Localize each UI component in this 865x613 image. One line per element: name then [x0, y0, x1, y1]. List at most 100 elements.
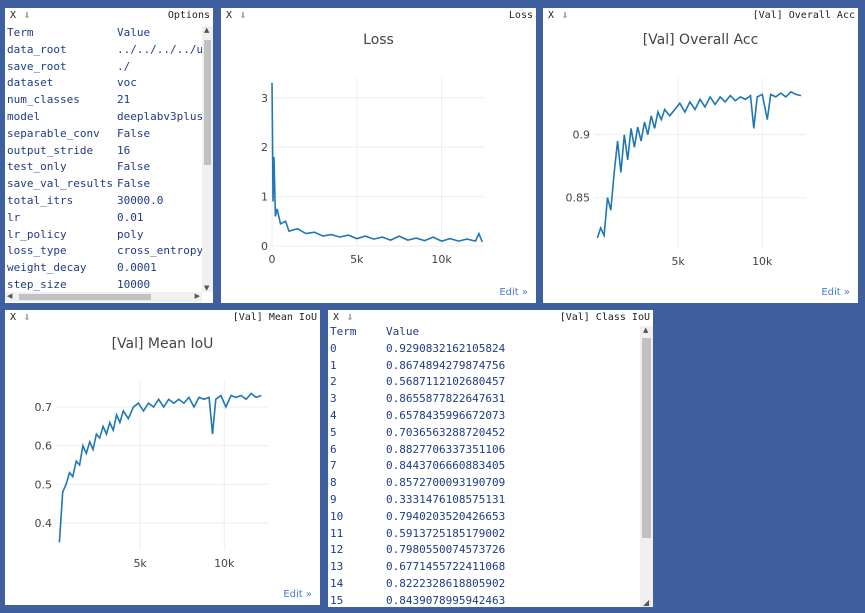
value-cell: cross_entropy — [117, 244, 204, 258]
pane-controls[interactable]: X ⇩ — [548, 10, 570, 21]
term-cell: lr — [7, 210, 21, 224]
edit-link[interactable]: Edit » — [499, 287, 528, 298]
table-row: 6 0.8827706337351106 — [330, 443, 505, 460]
options-titlebar[interactable]: X ⇩ Options — [5, 8, 213, 24]
term-cell: 15 — [330, 593, 344, 607]
value-cell: 0.9290832162105824 — [386, 341, 506, 355]
table-row: 8 0.8572700093190709 — [330, 476, 505, 493]
table-row: 1 0.8674894279874756 — [330, 359, 505, 376]
value-cell: Value — [386, 325, 420, 338]
scroll-thumb[interactable] — [204, 40, 211, 165]
pane-controls[interactable]: X ⇩ — [10, 312, 32, 323]
chart-title: Loss — [363, 32, 394, 48]
acc-titlebar[interactable]: X ⇩ [Val] Overall Acc — [543, 8, 858, 24]
term-cell: 11 — [330, 526, 344, 540]
table-row: 5 0.7036563288720452 — [330, 426, 505, 443]
value-cell: 0.5913725185179002 — [386, 526, 506, 540]
y-tick-label: 0.85 — [566, 192, 591, 205]
y-tick-label: 2 — [261, 141, 268, 154]
value-cell: 0.0001 — [117, 261, 157, 275]
table-row: 15 0.8439078995942463 — [330, 594, 505, 607]
term-cell: test_only — [7, 160, 67, 174]
term-cell: data_root — [7, 42, 67, 56]
term-cell: step_size — [7, 277, 67, 291]
term-cell: lr_policy — [7, 227, 67, 241]
pane-controls[interactable]: X ⇩ — [226, 10, 248, 21]
x-tick-label: 10k — [431, 253, 452, 266]
value-cell: deeplabv3plus — [117, 109, 204, 123]
table-row: 12 0.7980550074573726 — [330, 543, 505, 560]
table-row: save_root ./ — [7, 60, 203, 77]
table-header: Term Value — [7, 26, 203, 43]
value-cell: 0.3331476108575131 — [386, 492, 506, 506]
table-row: 9 0.3331476108575131 — [330, 493, 505, 510]
value-cell: 16 — [117, 143, 131, 157]
term-cell: 0 — [330, 341, 337, 355]
term-cell: 7 — [330, 459, 337, 473]
mean-iou-pane: X ⇩ [Val] Mean IoU [Val] Mean IoU 5k 10k 0… — [5, 310, 320, 605]
table-row: data_root ../../../../u — [7, 43, 203, 60]
loss-titlebar[interactable]: X ⇩ Loss — [221, 8, 536, 24]
series-line[interactable] — [58, 392, 262, 543]
table-row: save_val_results False — [7, 177, 203, 194]
value-cell: 0.01 — [117, 210, 144, 224]
series-line[interactable] — [271, 82, 484, 243]
edit-link[interactable]: Edit » — [821, 287, 850, 298]
table-row: num_classes 21 — [7, 93, 203, 110]
table-row: 10 0.7940203520426653 — [330, 510, 505, 527]
x-tick-label: 10k — [752, 255, 773, 268]
horizontal-scrollbar[interactable]: ◀ ▶ — [5, 292, 202, 302]
term-cell: 13 — [330, 560, 344, 574]
pane-controls[interactable]: X ⇩ — [333, 312, 355, 323]
table-row: dataset voc — [7, 76, 203, 93]
value-cell: 0.7036563288720452 — [386, 425, 506, 439]
value-cell: 0.7980550074573726 — [386, 543, 506, 557]
value-cell: 0.8572700093190709 — [386, 476, 506, 490]
x-tick-label: 10k — [214, 557, 235, 570]
table-row: 13 0.6771455722411068 — [330, 560, 505, 577]
table-row: step_size 10000 — [7, 278, 203, 295]
edit-link[interactable]: Edit » — [283, 589, 312, 600]
value-cell: poly — [117, 227, 144, 241]
pane-controls[interactable]: X ⇩ — [10, 10, 32, 21]
y-tick-label: 0.7 — [35, 401, 53, 414]
term-cell: 8 — [330, 476, 337, 490]
pane-title: [Val] Class IoU — [559, 312, 650, 323]
h-scroll-thumb[interactable] — [19, 294, 151, 300]
term-cell: 1 — [330, 358, 337, 372]
class-iou-titlebar[interactable]: X ⇩ [Val] Class IoU — [328, 310, 653, 326]
vertical-scrollbar[interactable]: ▲ ◢ — [640, 326, 653, 607]
series-line[interactable] — [596, 90, 802, 239]
value-cell: 0.8222328618805902 — [386, 576, 506, 590]
value-cell: False — [117, 177, 151, 191]
value-cell: ./ — [117, 59, 131, 73]
value-cell: 0.7940203520426653 — [386, 509, 506, 523]
term-cell: 12 — [330, 543, 344, 557]
value-cell: voc — [117, 76, 137, 90]
value-cell: False — [117, 126, 151, 140]
x-tick-label: 0 — [269, 253, 276, 266]
table-row: output_stride 16 — [7, 144, 203, 161]
term-cell: 5 — [330, 425, 337, 439]
loss-chart[interactable]: 0 5k 10k 0 1 2 3 — [221, 8, 536, 303]
y-tick-label: 1 — [261, 191, 268, 204]
scroll-left-arrow[interactable]: ◀ — [7, 292, 13, 300]
term-cell: 4 — [330, 408, 337, 422]
overall-acc-chart[interactable]: 5k 10k 0.85 0.9 — [543, 8, 858, 303]
scroll-up-arrow[interactable]: ▲ — [643, 326, 649, 334]
miou-titlebar[interactable]: X ⇩ [Val] Mean IoU — [5, 310, 320, 326]
resize-handle[interactable]: ◢ — [643, 598, 650, 607]
term-cell: 9 — [330, 492, 337, 506]
y-tick-label: 0.4 — [35, 517, 53, 530]
scroll-right-arrow[interactable]: ▶ — [194, 292, 200, 300]
value-cell: 0.8655877822647631 — [386, 392, 506, 406]
mean-iou-chart[interactable]: 5k 10k 0.4 0.5 0.6 0.7 — [5, 310, 320, 605]
term-cell: 2 — [330, 375, 337, 389]
vertical-scrollbar[interactable]: ▲ ▼ — [202, 26, 213, 292]
y-tick-label: 3 — [261, 92, 268, 105]
scroll-up-arrow[interactable]: ▲ — [204, 26, 210, 34]
table-row: 14 0.8222328618805902 — [330, 577, 505, 594]
scroll-down-arrow[interactable]: ▼ — [204, 284, 210, 292]
table-row: loss_type cross_entropy — [7, 244, 203, 261]
scroll-thumb[interactable] — [642, 338, 651, 538]
